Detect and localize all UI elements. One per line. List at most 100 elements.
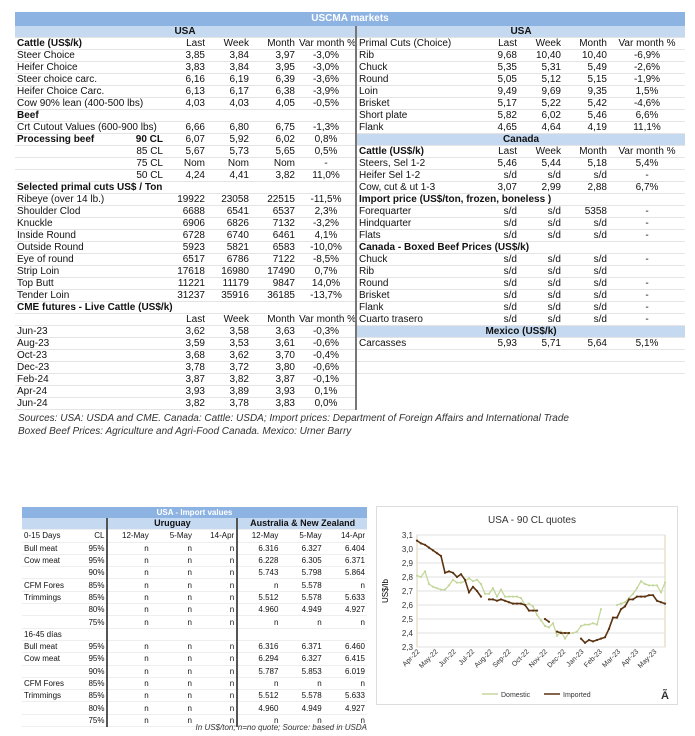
cell-var: 0,0% [297, 397, 356, 410]
cell: n [150, 542, 194, 555]
cell [236, 628, 281, 641]
cell: 4.927 [323, 603, 367, 617]
cell: n [150, 578, 194, 592]
cell: n [106, 689, 151, 703]
cell-last: 6,07 [165, 133, 207, 146]
cell-var: -3,9% [297, 85, 356, 98]
data-point [547, 620, 551, 623]
y-tick-label: 2,3 [402, 643, 414, 652]
table-row: Jun-24 3,82 3,78 3,83 0,0% [15, 397, 356, 410]
cell-last: Last [475, 145, 519, 158]
row-label: Oct-23 [15, 349, 165, 362]
cell: 4.949 [280, 603, 324, 617]
sources-line: Boxed Beef Prices: Agriculture and Agri-… [18, 426, 352, 437]
row-label: Ribeye (over 14 lb.) [15, 193, 165, 206]
table-row: 0-15 Days CL 12-May 5-May 14-Apr 12-May 5-May 1… [22, 529, 367, 543]
section-header: Mexico (US$/k) [357, 325, 686, 338]
cell-last: 5,17 [475, 97, 519, 110]
table-row: Loin 9,49 9,69 9,35 1,5% [357, 85, 686, 98]
table-row [357, 361, 686, 374]
row-label [357, 361, 475, 374]
cell-last: Last [165, 313, 207, 326]
row-label: Feb-24 [15, 373, 165, 386]
cell-var [609, 265, 686, 278]
cell-var: Var month % [297, 37, 356, 50]
table-row: Hindquarter s/d s/d s/d - [357, 217, 686, 230]
cell-week: 3,78 [207, 397, 251, 410]
cell-week: 6541 [207, 205, 251, 218]
cell-last: 5923 [165, 241, 207, 254]
cell-var: - [609, 301, 686, 314]
cell-last: 3,59 [165, 337, 207, 350]
data-point [591, 622, 595, 625]
data-point [515, 595, 519, 598]
cell-week: 6,17 [207, 85, 251, 98]
cell-var [609, 361, 686, 374]
cell-month: 10,40 [563, 49, 609, 62]
cell: 5.512 [236, 591, 281, 605]
cell-last: 5,35 [475, 61, 519, 74]
cell-var: 4,1% [297, 229, 356, 242]
cell-last: 3,07 [475, 181, 519, 194]
series-line-imported [416, 539, 666, 644]
table-row: 80% n n n 4.960 4.949 4.927 [22, 701, 367, 715]
cell: Trimmings [22, 689, 78, 703]
cell-last: 3,62 [165, 325, 207, 338]
table-row: Steer Choice 3,85 3,84 3,97 -3,0% [15, 49, 356, 62]
cell-last: 11221 [165, 277, 207, 290]
cell-month: 5,64 [563, 337, 609, 350]
cell-last: s/d [475, 289, 519, 302]
data-point [583, 623, 587, 626]
cell-week: s/d [519, 253, 563, 266]
cell-var: -3,6% [297, 73, 356, 86]
cell: n [193, 714, 238, 728]
data-point [623, 605, 627, 608]
section-header: Canada [357, 133, 686, 146]
y-tick-label: 2,6 [402, 601, 414, 610]
cell: n [106, 652, 151, 666]
table-row: 75% n n n n n n [22, 714, 367, 728]
cell: n [193, 591, 238, 605]
sources-line: Sources: USA: USDA and CME. Canada: Catt… [18, 413, 569, 424]
cell: 95% [77, 652, 108, 666]
cell-var: 11,0% [297, 169, 356, 182]
cell-var: -11,5% [297, 193, 356, 206]
data-point [479, 595, 483, 598]
x-tick-label: Feb-23 [583, 648, 604, 669]
data-point [515, 602, 519, 605]
data-point [655, 599, 659, 602]
cell: 6.371 [280, 640, 324, 654]
cell-week: s/d [519, 169, 563, 182]
cell: n [106, 542, 151, 555]
table-row: Carcasses 5,93 5,71 5,64 5,1% [357, 337, 686, 350]
row-label: Aug-23 [15, 337, 165, 350]
top-section: USCMA markets USA Cattle (US$/k) Last Week M… [15, 12, 686, 438]
cell-week: 3,84 [207, 61, 251, 74]
row-sublabel: 75 CL [136, 158, 163, 169]
row-label: Steer Choice [15, 49, 165, 62]
table-row: Heifer Choice Carc. 6,13 6,17 6,38 -3,9% [15, 85, 356, 98]
cell-var: -0,6% [297, 361, 356, 374]
data-point [631, 598, 635, 601]
cell: 6.316 [236, 640, 281, 654]
cell: 5.787 [236, 665, 281, 678]
cell: 95% [77, 640, 108, 654]
row-label: CME futures - Live Cattle (US$/k) [15, 301, 356, 314]
cell-month [563, 349, 609, 362]
data-point [507, 595, 511, 598]
row-label: Knuckle [15, 217, 165, 230]
data-point [427, 582, 431, 586]
corner-mark: Ã [661, 689, 669, 702]
cell: n [106, 566, 151, 580]
cell: n [280, 677, 324, 691]
cell [22, 615, 78, 629]
cell-var: Var month % [609, 37, 686, 50]
cell-var: -0,6% [297, 337, 356, 350]
cell-month: 9847 [251, 277, 297, 290]
cell-week [519, 349, 563, 362]
cell: n [150, 665, 194, 678]
cell-last: 4,65 [475, 121, 519, 134]
cell: Bull meat [22, 542, 78, 555]
table-row: Cattle (US$/k) Last Week Month Var month % [15, 37, 356, 50]
cell-month: 36185 [251, 289, 297, 302]
